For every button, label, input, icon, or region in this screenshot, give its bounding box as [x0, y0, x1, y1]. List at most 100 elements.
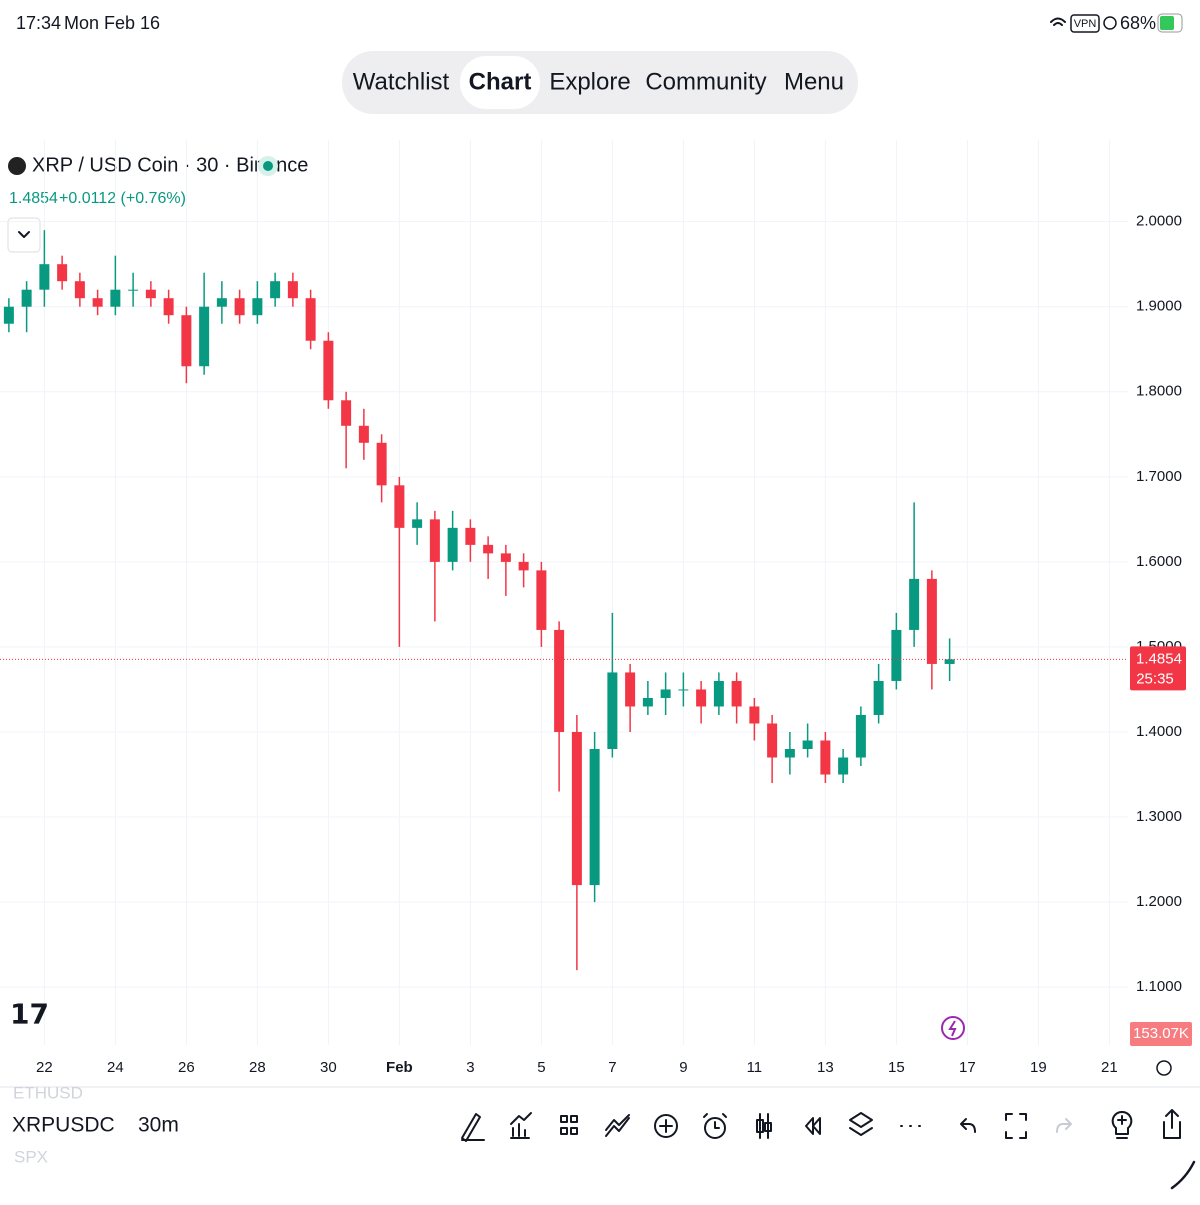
x-tick-label: 9 [679, 1059, 687, 1076]
candle-body [252, 298, 263, 316]
redo-tool[interactable] [1056, 1118, 1072, 1133]
last-price-tag [1130, 646, 1186, 691]
nav-tab[interactable]: Explore [549, 68, 630, 95]
candle-body [145, 289, 156, 299]
battery-fill [1160, 16, 1174, 30]
interval[interactable]: 30m [138, 1114, 179, 1137]
x-tick-label: 21 [1101, 1059, 1118, 1076]
candle-body [873, 680, 884, 715]
candle-body [660, 689, 671, 698]
candle-body [731, 680, 742, 707]
candle-body [625, 672, 636, 707]
wifi-icon [1050, 17, 1066, 26]
candle-body [944, 659, 955, 664]
lightning-icon [948, 1020, 957, 1037]
chart-type-tool[interactable] [756, 1113, 772, 1139]
prev-symbol[interactable]: ETHUSD [13, 1083, 83, 1102]
nav-tab[interactable]: Chart [469, 68, 532, 95]
nav-tab[interactable]: Community [645, 68, 766, 95]
candle-body [74, 281, 85, 299]
x-tick-label: 3 [466, 1059, 474, 1076]
chevron-icon [18, 231, 30, 238]
vpn-badge [1070, 14, 1100, 33]
symbol-logo [8, 157, 26, 175]
x-tick-label: Feb [386, 1059, 413, 1076]
volume-label: 153.07K [1133, 1025, 1189, 1042]
y-tick-label: 1.1000 [1136, 978, 1182, 995]
candle-body [767, 723, 778, 758]
candle-body [536, 570, 547, 630]
nav-active-bg [460, 56, 540, 109]
nav-tabs: Watchlist Chart Explore Community Menu [353, 68, 844, 95]
candle-body [820, 740, 831, 775]
candle-body [802, 740, 813, 750]
y-tick-label: 2.0000 [1136, 213, 1182, 230]
current-symbol[interactable]: XRPUSDC [12, 1114, 115, 1137]
ideas-tool[interactable] [1111, 1110, 1133, 1139]
last-price-label: 1.4854 [1136, 650, 1182, 667]
candle-body [891, 629, 902, 681]
x-tick-label: 5 [537, 1059, 545, 1076]
next-symbol[interactable]: SPX [14, 1147, 48, 1166]
candle-body [429, 519, 440, 562]
status-date: Mon Feb 16 [64, 13, 160, 33]
replay-tool[interactable] [805, 1117, 821, 1135]
y-tick-label: 1.7000 [1136, 468, 1182, 485]
x-tick-label: 17 [959, 1059, 976, 1076]
candle-body [376, 442, 387, 486]
draw-tool[interactable] [461, 1113, 485, 1142]
candle-body [465, 527, 476, 545]
alert-hands [703, 1113, 727, 1129]
price-change: +0.0112 (+0.76%) [59, 190, 186, 207]
candle-body [341, 400, 352, 426]
x-tick-label: 19 [1030, 1059, 1047, 1076]
candle-body [855, 714, 866, 758]
candle-body [110, 289, 121, 307]
candle-body [163, 298, 174, 316]
candle-body [909, 578, 920, 630]
share-tool[interactable] [1163, 1109, 1181, 1139]
candle-body [287, 281, 298, 299]
candle-body [270, 281, 281, 299]
y-tick-label: 1.6000 [1136, 553, 1182, 570]
countdown-label: 25:35 [1136, 670, 1174, 687]
volume-tag [1130, 1022, 1192, 1046]
x-tick-label: 7 [608, 1059, 616, 1076]
candle-body [447, 527, 458, 562]
collapse-button[interactable] [7, 217, 41, 253]
nav-tab[interactable]: Menu [784, 68, 844, 95]
candle-body [128, 289, 139, 291]
candle-body [92, 298, 103, 307]
undo-tool[interactable] [960, 1118, 976, 1133]
fullscreen-tool[interactable] [1005, 1113, 1027, 1139]
x-tick-label: 26 [178, 1059, 195, 1076]
add-plus [659, 1119, 673, 1133]
layouts-tool[interactable] [560, 1115, 578, 1135]
candle-body [216, 298, 227, 307]
candle-body [713, 680, 724, 707]
battery-level: 68% [1120, 13, 1156, 33]
candle-body [3, 306, 14, 324]
settings-icon[interactable] [1156, 1060, 1172, 1076]
candle-body [838, 757, 849, 775]
compare-tool[interactable] [605, 1114, 630, 1137]
candle-body [199, 306, 210, 367]
x-tick-label: 30 [320, 1059, 337, 1076]
status-time: 17:34 [16, 13, 61, 33]
layers-tool[interactable] [849, 1112, 873, 1136]
nav-tab[interactable]: Watchlist [353, 68, 450, 95]
candle-body [607, 672, 618, 750]
candle-body [926, 578, 937, 664]
candle-body [305, 298, 316, 341]
indicators-tool[interactable] [510, 1112, 532, 1139]
toolbar-icons [461, 1109, 1196, 1190]
candle-body [500, 553, 511, 562]
candle-body [518, 561, 529, 571]
add-tool[interactable] [654, 1114, 678, 1138]
y-tick-label: 1.8000 [1136, 383, 1182, 400]
candle-body [554, 629, 565, 732]
alert-tool[interactable] [704, 1117, 726, 1139]
candle-body [696, 689, 707, 707]
x-tick-label: 28 [249, 1059, 266, 1076]
